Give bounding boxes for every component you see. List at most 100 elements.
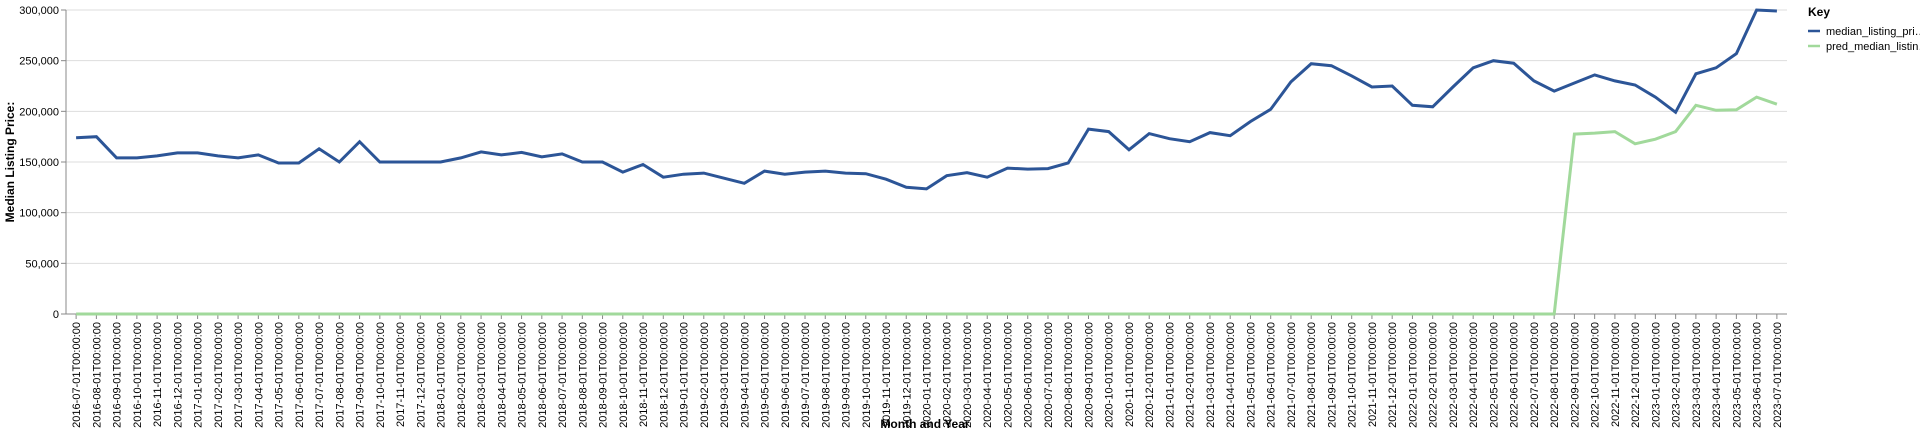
x-tick-label: 2022-11-01T00:00:00 bbox=[1610, 322, 1622, 427]
x-tick-label: 2018-02-01T00:00:00 bbox=[456, 322, 468, 428]
x-tick-label: 2021-04-01T00:00:00 bbox=[1225, 322, 1237, 428]
x-tick-label: 2016-09-01T00:00:00 bbox=[112, 322, 124, 428]
legend-label: median_listing_pri… bbox=[1826, 26, 1920, 38]
x-tick-label: 2019-04-01T00:00:00 bbox=[739, 322, 751, 428]
x-tick-label: 2017-05-01T00:00:00 bbox=[274, 322, 286, 428]
x-tick-label: 2021-03-01T00:00:00 bbox=[1205, 322, 1217, 428]
x-tick-label: 2019-10-01T00:00:00 bbox=[861, 322, 873, 428]
x-tick-label: 2021-06-01T00:00:00 bbox=[1266, 322, 1278, 428]
x-tick-label: 2018-12-01T00:00:00 bbox=[658, 322, 670, 428]
x-tick-label: 2022-03-01T00:00:00 bbox=[1448, 322, 1460, 428]
x-tick-label: 2023-02-01T00:00:00 bbox=[1671, 322, 1683, 428]
x-tick-label: 2017-03-01T00:00:00 bbox=[233, 322, 245, 428]
x-tick-label: 2023-05-01T00:00:00 bbox=[1731, 322, 1743, 428]
x-tick-label: 2019-06-01T00:00:00 bbox=[780, 322, 792, 428]
x-tick-label: 2022-12-01T00:00:00 bbox=[1630, 322, 1642, 428]
x-tick-label: 2019-11-01T00:00:00 bbox=[881, 322, 893, 427]
x-tick-label: 2022-08-01T00:00:00 bbox=[1549, 322, 1561, 428]
x-tick-label: 2018-01-01T00:00:00 bbox=[436, 322, 448, 428]
x-tick-label: 2020-03-01T00:00:00 bbox=[962, 322, 974, 428]
x-tick-label: 2022-01-01T00:00:00 bbox=[1407, 322, 1419, 428]
x-tick-label: 2017-01-01T00:00:00 bbox=[193, 322, 205, 428]
x-tick-label: 2022-04-01T00:00:00 bbox=[1468, 322, 1480, 428]
x-tick-label: 2021-09-01T00:00:00 bbox=[1326, 322, 1338, 428]
x-tick-label: 2020-08-01T00:00:00 bbox=[1063, 322, 1075, 428]
y-tick-label: 200,000 bbox=[19, 106, 59, 118]
x-tick-label: 2017-04-01T00:00:00 bbox=[253, 322, 265, 428]
x-tick-label: 2022-10-01T00:00:00 bbox=[1590, 322, 1602, 428]
line bbox=[76, 95, 1778, 316]
legend-title: Key bbox=[1808, 5, 1830, 19]
x-tick-label: 2016-11-01T00:00:00 bbox=[152, 322, 164, 427]
x-tick-label: 2017-09-01T00:00:00 bbox=[355, 322, 367, 428]
x-tick-label: 2023-01-01T00:00:00 bbox=[1650, 322, 1662, 428]
x-tick-label: 2018-06-01T00:00:00 bbox=[537, 322, 549, 428]
x-tick-label: 2019-02-01T00:00:00 bbox=[699, 322, 711, 428]
y-tick-label: 50,000 bbox=[25, 258, 59, 270]
y-tick-label: 100,000 bbox=[19, 208, 59, 220]
x-tick-label: 2022-06-01T00:00:00 bbox=[1509, 322, 1521, 428]
x-tick-label: 2019-03-01T00:00:00 bbox=[719, 322, 731, 428]
x-tick-label: 2017-12-01T00:00:00 bbox=[415, 322, 427, 428]
x-tick-label: 2019-05-01T00:00:00 bbox=[760, 322, 772, 428]
x-tick-label: 2021-05-01T00:00:00 bbox=[1245, 322, 1257, 428]
x-tick-label: 2022-07-01T00:00:00 bbox=[1529, 322, 1541, 428]
x-tick-label: 2016-12-01T00:00:00 bbox=[172, 322, 184, 428]
x-tick-label: 2020-02-01T00:00:00 bbox=[942, 322, 954, 428]
x-tick-label: 2021-12-01T00:00:00 bbox=[1387, 322, 1399, 428]
x-tick-label: 2019-01-01T00:00:00 bbox=[679, 322, 691, 428]
x-tick-label: 2020-04-01T00:00:00 bbox=[982, 322, 994, 428]
y-axis-title: Median Listing Price: bbox=[3, 102, 17, 223]
x-tick-label: 2022-02-01T00:00:00 bbox=[1428, 322, 1440, 428]
x-tick-label: 2018-11-01T00:00:00 bbox=[638, 322, 650, 427]
x-tick-label: 2023-07-01T00:00:00 bbox=[1772, 322, 1784, 428]
x-tick-label: 2017-02-01T00:00:00 bbox=[213, 322, 225, 428]
x-tick-label: 2020-12-01T00:00:00 bbox=[1144, 322, 1156, 428]
x-tick-label: 2020-09-01T00:00:00 bbox=[1083, 322, 1095, 428]
x-tick-label: 2017-06-01T00:00:00 bbox=[294, 322, 306, 428]
x-tick-label: 2020-06-01T00:00:00 bbox=[1023, 322, 1035, 428]
x-tick-label: 2019-12-01T00:00:00 bbox=[901, 322, 913, 428]
x-tick-label: 2018-07-01T00:00:00 bbox=[557, 322, 569, 428]
x-tick-label: 2021-01-01T00:00:00 bbox=[1164, 322, 1176, 428]
x-tick-label: 2018-05-01T00:00:00 bbox=[517, 322, 529, 428]
x-tick-label: 2020-01-01T00:00:00 bbox=[922, 322, 934, 428]
x-tick-label: 2021-10-01T00:00:00 bbox=[1347, 322, 1359, 428]
x-tick-label: 2018-09-01T00:00:00 bbox=[598, 322, 610, 428]
x-tick-label: 2020-07-01T00:00:00 bbox=[1043, 322, 1055, 428]
x-tick-label: 2021-07-01T00:00:00 bbox=[1286, 322, 1298, 428]
x-tick-label: 2018-08-01T00:00:00 bbox=[577, 322, 589, 428]
x-tick-label: 2016-07-01T00:00:00 bbox=[71, 322, 83, 428]
x-tick-label: 2017-07-01T00:00:00 bbox=[314, 322, 326, 428]
y-tick-label: 300,000 bbox=[19, 5, 59, 17]
x-tick-label: 2018-04-01T00:00:00 bbox=[496, 322, 508, 428]
x-tick-label: 2017-08-01T00:00:00 bbox=[334, 322, 346, 428]
x-tick-label: 2019-08-01T00:00:00 bbox=[820, 322, 832, 428]
x-tick-label: 2016-10-01T00:00:00 bbox=[132, 322, 144, 428]
x-tick-label: 2017-11-01T00:00:00 bbox=[395, 322, 407, 427]
x-tick-label: 2019-07-01T00:00:00 bbox=[800, 322, 812, 428]
x-tick-label: 2020-10-01T00:00:00 bbox=[1104, 322, 1116, 428]
x-tick-label: 2021-08-01T00:00:00 bbox=[1306, 322, 1318, 428]
x-tick-label: 2020-05-01T00:00:00 bbox=[1002, 322, 1014, 428]
x-tick-label: 2018-10-01T00:00:00 bbox=[618, 322, 630, 428]
x-tick-label: 2022-09-01T00:00:00 bbox=[1569, 322, 1581, 428]
legend-label: pred_median_listin… bbox=[1826, 41, 1920, 53]
y-tick-label: 250,000 bbox=[19, 56, 59, 68]
x-tick-label: 2023-04-01T00:00:00 bbox=[1711, 322, 1723, 428]
y-tick-label: 150,000 bbox=[19, 157, 59, 169]
x-tick-label: 2018-03-01T00:00:00 bbox=[476, 322, 488, 428]
x-axis-title: Month and Year bbox=[880, 417, 969, 431]
x-tick-label: 2019-09-01T00:00:00 bbox=[841, 322, 853, 428]
x-tick-label: 2020-11-01T00:00:00 bbox=[1124, 322, 1136, 427]
x-tick-label: 2016-08-01T00:00:00 bbox=[91, 322, 103, 428]
x-tick-label: 2023-03-01T00:00:00 bbox=[1691, 322, 1703, 428]
x-tick-label: 2017-10-01T00:00:00 bbox=[375, 322, 387, 428]
line bbox=[76, 8, 1777, 191]
x-tick-label: 2022-05-01T00:00:00 bbox=[1488, 322, 1500, 428]
y-tick-label: 0 bbox=[53, 309, 59, 321]
x-tick-label: 2021-11-01T00:00:00 bbox=[1367, 322, 1379, 427]
x-tick-label: 2021-02-01T00:00:00 bbox=[1185, 322, 1197, 428]
x-tick-label: 2023-06-01T00:00:00 bbox=[1752, 322, 1764, 428]
